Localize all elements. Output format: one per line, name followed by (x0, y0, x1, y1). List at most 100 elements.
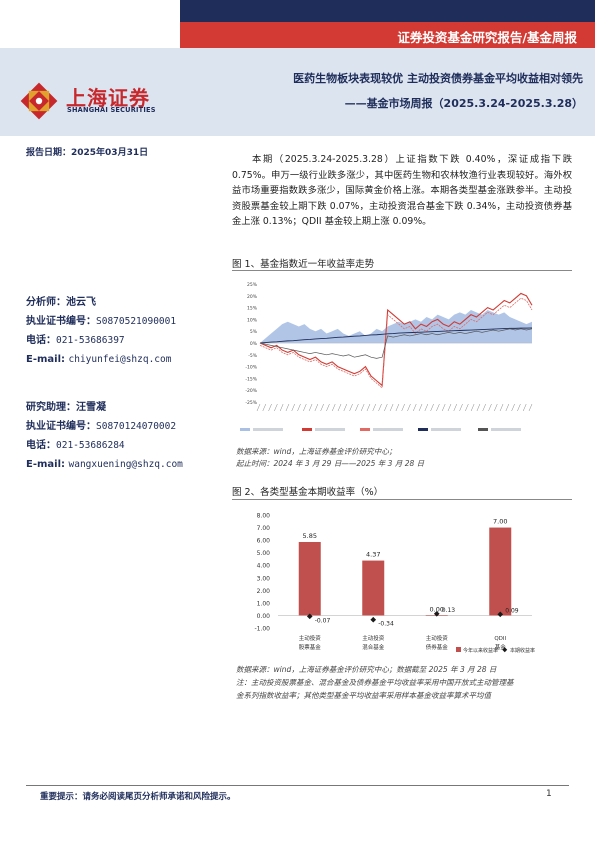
figure2-y-tick-label: 7.00 (257, 525, 271, 532)
figure1-legend-swatch (240, 428, 250, 431)
figure2-y-tick-label: 6.00 (257, 538, 271, 545)
figure1-y-tick-label: -10% (245, 365, 257, 371)
figure1-x-tick (274, 403, 278, 412)
analyst-name: 分析师：池云飞 (26, 297, 96, 308)
figure1-rule (232, 270, 572, 271)
figure2-marker-label: -0.07 (315, 617, 331, 624)
figure2-category-label: 股票基金 (299, 643, 322, 651)
figure1-x-tick (465, 403, 469, 412)
analyst-email-link[interactable]: chiyunfei@shzq.com (68, 354, 172, 365)
figure2-marker (306, 613, 313, 620)
figure1-y-tick-label: -15% (245, 376, 257, 382)
figure2-y-tick-label: 1.00 (257, 600, 271, 607)
figure2-marker-label: -0.34 (378, 621, 394, 628)
figure1-period: 起止时间：2024 年 3 月 29 日——2025 年 3 月 28 日 (236, 459, 425, 468)
figure1-x-tick (476, 403, 481, 412)
figure2-legend-swatch-marker (502, 647, 508, 653)
figure2-source: 数据来源：wind，上海证券基金评价研究中心；数据截至 2025 年 3 月 2… (236, 665, 497, 674)
figure2-marker (433, 610, 440, 617)
figure1-x-tick (436, 403, 440, 412)
figure2-y-tick-label: 3.00 (257, 575, 271, 582)
figure2-rule (232, 499, 572, 500)
figure1-y-tick-label: -20% (245, 388, 257, 394)
header-navy-band (180, 0, 595, 22)
figure2-y-tick-label: 4.00 (257, 563, 271, 570)
figure1-x-tick (308, 403, 313, 412)
figure1-x-tick (430, 403, 434, 412)
figure1-x-tick (418, 403, 423, 412)
figure1-legend-swatch (302, 428, 312, 431)
analyst-phone-label: 电话： (26, 335, 56, 346)
figure1-legend-text-placeholder (373, 428, 403, 431)
figure1-y-tick-label: 25% (247, 282, 258, 288)
figure1-x-tick (499, 403, 504, 412)
figure1-x-tick (303, 403, 307, 412)
figure1-x-tick (424, 403, 429, 412)
figure2-bar-label: 0.00 (430, 605, 444, 613)
company-logo: 上海证券 SHANGHAI SECURITIES (20, 80, 180, 120)
figure1-series-line (259, 297, 533, 389)
figure1-x-tick (262, 403, 267, 412)
logo-text-cn: 上海证券 (66, 86, 150, 110)
figure2-bar-label: 5.85 (303, 532, 317, 540)
figure2-legend-label-marker: 本期收益率 (510, 647, 535, 654)
analyst-cert-value: S0870521090001 (96, 316, 177, 327)
figure1-source: 数据来源：wind，上海证券基金评价研究中心； (236, 447, 397, 456)
figure2-y-tick-label: 5.00 (257, 550, 271, 557)
figure2-bar-label: 4.37 (366, 551, 380, 559)
figure2-bar (298, 541, 321, 616)
figure1-x-tick (441, 403, 446, 412)
figure1-x-tick (268, 403, 272, 412)
figure1-x-tick (401, 403, 405, 412)
figure2-category-label: 基金 (495, 643, 507, 651)
figure1-x-tick (459, 403, 463, 412)
assistant-phone-value: 021-53686284 (56, 440, 125, 451)
figure2-legend-swatch-bar (456, 647, 461, 652)
figure1-x-tick (314, 403, 319, 412)
figure1-legend-swatch (360, 428, 370, 431)
figure2-marker (370, 616, 377, 623)
assistant-name: 研究助理：汪雪凝 (26, 402, 106, 413)
figure1-x-tick (395, 403, 400, 412)
figure1-y-tick-label: -5% (248, 353, 257, 359)
figure1-legend-swatch (478, 428, 488, 431)
figure1-x-tick (528, 403, 533, 412)
figure2-category-label: 主动投资 (426, 634, 449, 642)
report-type: 证券投资基金研究报告/基金周报 (397, 30, 577, 45)
figure1-x-tick (320, 403, 324, 412)
analyst-email-label: E-mail: (26, 354, 66, 365)
figure1-x-tick (360, 403, 365, 412)
figure1-x-tick (413, 403, 417, 412)
figure1-legend-text-placeholder (315, 428, 345, 431)
assistant-email-label: E-mail: (26, 459, 66, 470)
figure1-x-tick (511, 403, 515, 412)
figure2-title: 图 2、各类型基金本期收益率（%） (232, 487, 384, 498)
figure2-marker-label: 0.09 (505, 607, 519, 614)
report-title: 医药生物板块表现较优 主动投资债券基金平均收益相对领先 (293, 72, 583, 85)
figure1-series-line (259, 292, 533, 387)
figure2-y-tick-label: -1.00 (254, 626, 270, 633)
figure2-category-label: 主动投资 (362, 634, 385, 642)
figure1-x-tick (349, 403, 353, 412)
figure1-series-line (259, 328, 533, 359)
figure1-x-tick (291, 403, 295, 412)
figure2-y-tick-label: 0.00 (257, 613, 271, 620)
header-red-band (180, 22, 595, 48)
summary-paragraph: 本期（2025.3.24-2025.3.28）上证指数下跌 0.40%，深证成指… (232, 154, 572, 228)
figure1-x-tick (355, 403, 359, 412)
header-light-band (0, 48, 595, 136)
figure1-chart: 25% 20% 15% 10% 5% 0% -5% -10% -15% -20% -25% (232, 274, 572, 442)
figure2-chart: 8.00 7.00 6.00 5.00 4.00 3.00 2.00 1.00 0.00 -1.0… (254, 513, 535, 655)
figure2-bar (362, 560, 385, 616)
logo-text-en: SHANGHAI SECURITIES (67, 106, 156, 114)
figure1-x-tick (522, 403, 527, 412)
figure1-x-tick (453, 403, 457, 412)
figure1-x-tick (343, 403, 348, 412)
page-number: 1 (546, 789, 552, 799)
figure1-series-area (260, 309, 532, 343)
figure1-x-tick (517, 403, 521, 412)
report-date: 报告日期：2025年03月31日 (26, 148, 149, 158)
assistant-email-link[interactable]: wangxuening@shzq.com (68, 459, 183, 470)
assistant-phone-label: 电话： (26, 440, 56, 451)
analyst-block: 分析师：池云飞 执业证书编号：S0870521090001 电话：021-536… (26, 293, 176, 369)
